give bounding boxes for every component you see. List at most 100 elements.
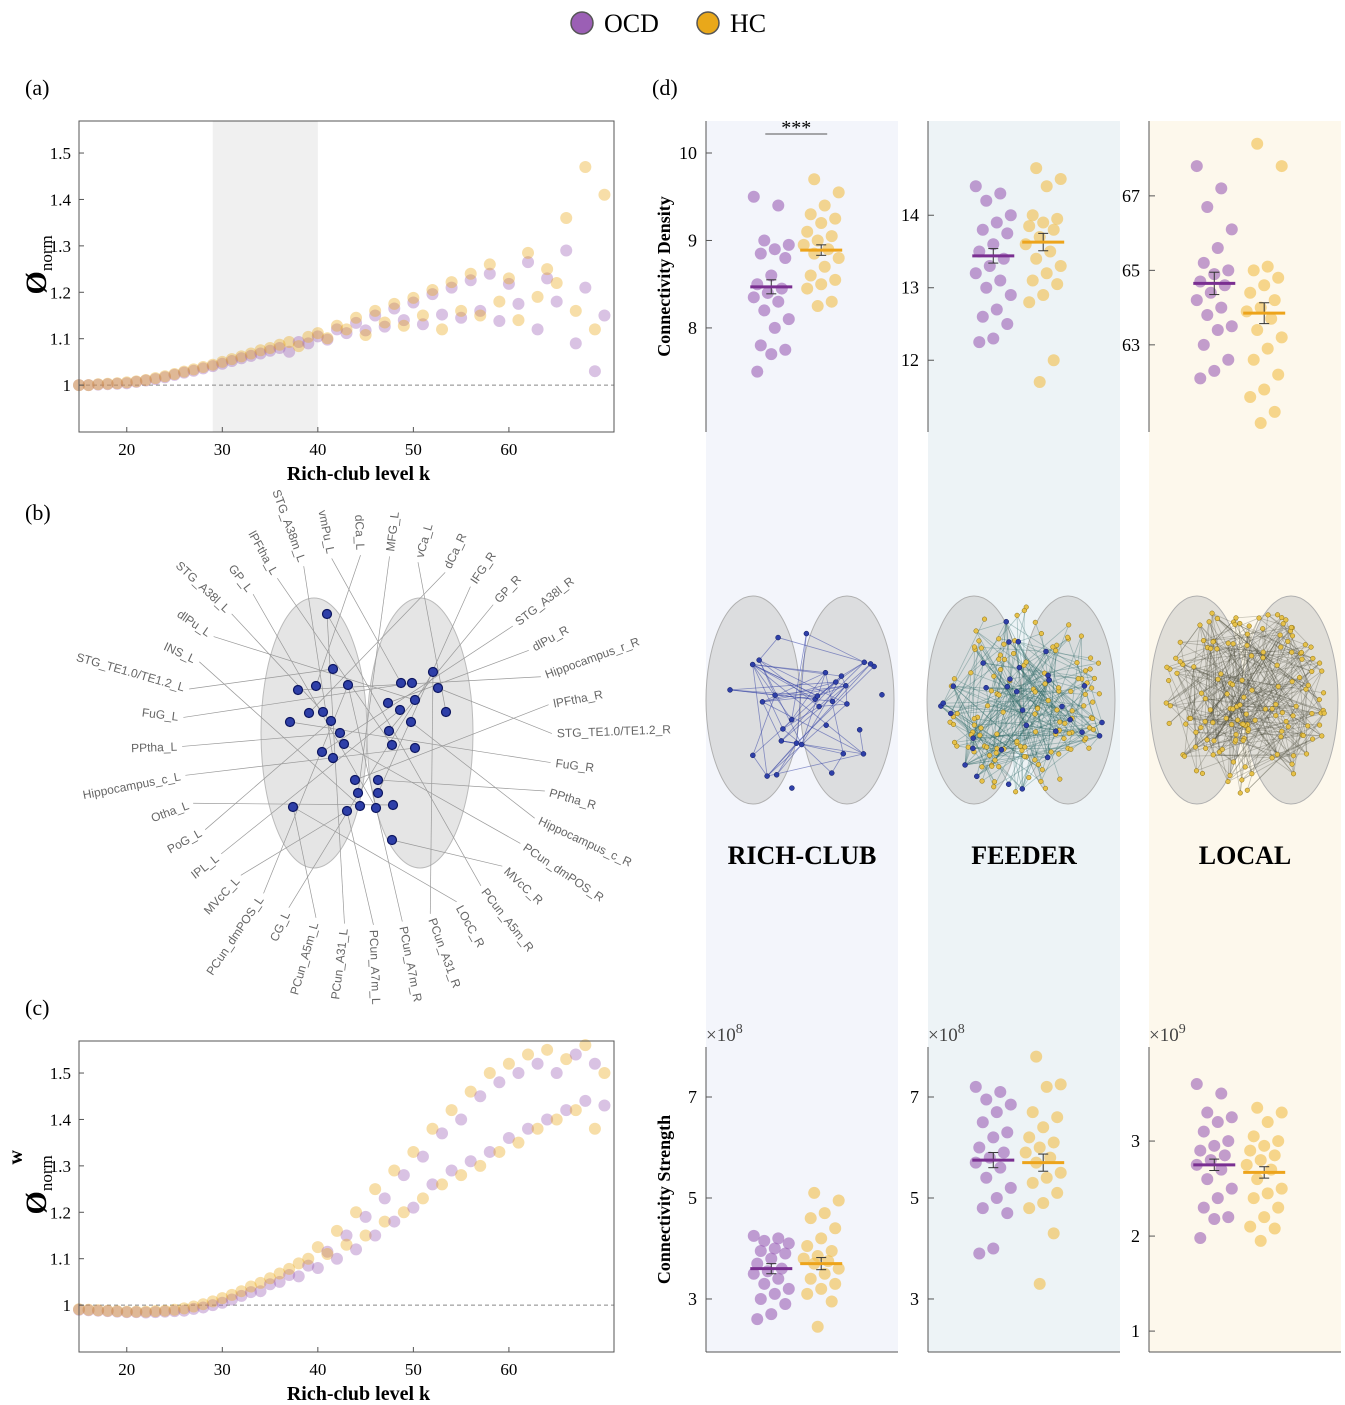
data-point (1005, 1099, 1017, 1111)
data-point (984, 260, 996, 272)
y-axis-label: Ønorm (20, 235, 56, 294)
data-point (819, 261, 831, 273)
brain-node (998, 667, 1003, 672)
region-label: Hippocampus_c_L (82, 769, 183, 802)
brain-node (1276, 684, 1281, 689)
data-point (484, 1067, 496, 1079)
brain-node (992, 779, 997, 784)
data-point (977, 1202, 989, 1214)
brain-node (995, 746, 1000, 751)
brain-node (1210, 611, 1215, 616)
x-tick-label: 30 (214, 440, 231, 459)
brain-node (1219, 672, 1224, 677)
brain-node (972, 723, 977, 728)
panel-label: (d) (652, 75, 678, 100)
data-point (1262, 343, 1274, 355)
y-tick-label: 7 (910, 1087, 919, 1107)
y-label-base: Ø (20, 271, 53, 294)
y-tick-label: 7 (688, 1087, 697, 1107)
brain-node (1087, 725, 1092, 730)
brain-node (1203, 696, 1208, 701)
data-point (826, 230, 838, 242)
data-point (455, 1169, 467, 1181)
data-point (379, 1192, 391, 1204)
data-point (769, 243, 781, 255)
data-point (522, 247, 534, 259)
data-point (801, 226, 813, 238)
data-point (970, 180, 982, 192)
data-point (1194, 372, 1206, 384)
brain-node (948, 711, 953, 716)
brain-node (1229, 722, 1234, 727)
data-point (991, 1106, 1003, 1118)
brain-node (388, 741, 397, 750)
brain-node (977, 639, 982, 644)
data-point (532, 1058, 544, 1070)
brain-node (1231, 641, 1236, 646)
data-point (1276, 331, 1288, 343)
brain-node (765, 774, 770, 779)
data-point (1027, 1106, 1039, 1118)
data-point (973, 1248, 985, 1260)
brain-node (429, 668, 438, 677)
y-tick-label: 1.4 (50, 190, 72, 209)
brain-node (1045, 755, 1050, 760)
data-point (1208, 1213, 1220, 1225)
data-point (436, 1178, 448, 1190)
data-point (360, 1211, 372, 1223)
data-point (1034, 1278, 1046, 1290)
y-tick-label: 65 (1122, 260, 1140, 280)
brain-node (1246, 727, 1251, 732)
brain-node (1238, 621, 1243, 626)
brain-node (1058, 777, 1063, 782)
data-point (1023, 220, 1035, 232)
y-tick-label: 1.1 (50, 330, 71, 349)
data-point (1198, 1126, 1210, 1138)
brain-node (1083, 736, 1088, 741)
data-point (1226, 1111, 1238, 1123)
data-point (829, 1278, 841, 1290)
brain-node (1211, 640, 1216, 645)
multiplier-base: ×10 (1149, 1025, 1179, 1046)
brain-node (1250, 771, 1255, 776)
brain-node (1245, 643, 1250, 648)
brain-node (1208, 708, 1213, 713)
brain-node (1303, 642, 1308, 647)
data-point (1226, 320, 1238, 332)
brain-node (966, 745, 971, 750)
legend-label: OCD (604, 9, 659, 38)
brain-node (1285, 639, 1290, 644)
data-point (1276, 1183, 1288, 1195)
region-label: INS_L (162, 639, 198, 666)
data-point (1030, 1051, 1042, 1063)
region-label: PoG_L (165, 826, 205, 857)
brain-node (1066, 623, 1071, 628)
brain-node (329, 665, 338, 674)
data-point (1051, 213, 1063, 225)
data-point (1272, 1135, 1284, 1147)
data-point (970, 267, 982, 279)
brain-node (1194, 768, 1199, 773)
brain-node (1065, 635, 1070, 640)
brain-node (750, 753, 755, 758)
brain-node (1238, 703, 1243, 708)
brain-node (991, 784, 996, 789)
brain-node (1294, 704, 1299, 709)
brain-hemisphere (706, 596, 800, 804)
data-point (1212, 1192, 1224, 1204)
brain-node (994, 751, 999, 756)
data-point (1051, 1187, 1063, 1199)
brain-node (1257, 616, 1262, 621)
brain-node (1270, 756, 1275, 761)
brain-node (1188, 716, 1193, 721)
brain-node (1063, 721, 1068, 726)
brain-node (286, 718, 295, 727)
brain-node (1275, 612, 1280, 617)
data-point (1276, 160, 1288, 172)
brain-node (1215, 616, 1220, 621)
data-point (551, 296, 563, 308)
brain-node (996, 764, 1001, 769)
data-point (1191, 294, 1203, 306)
data-point (1201, 309, 1213, 321)
brain-node (817, 704, 822, 709)
